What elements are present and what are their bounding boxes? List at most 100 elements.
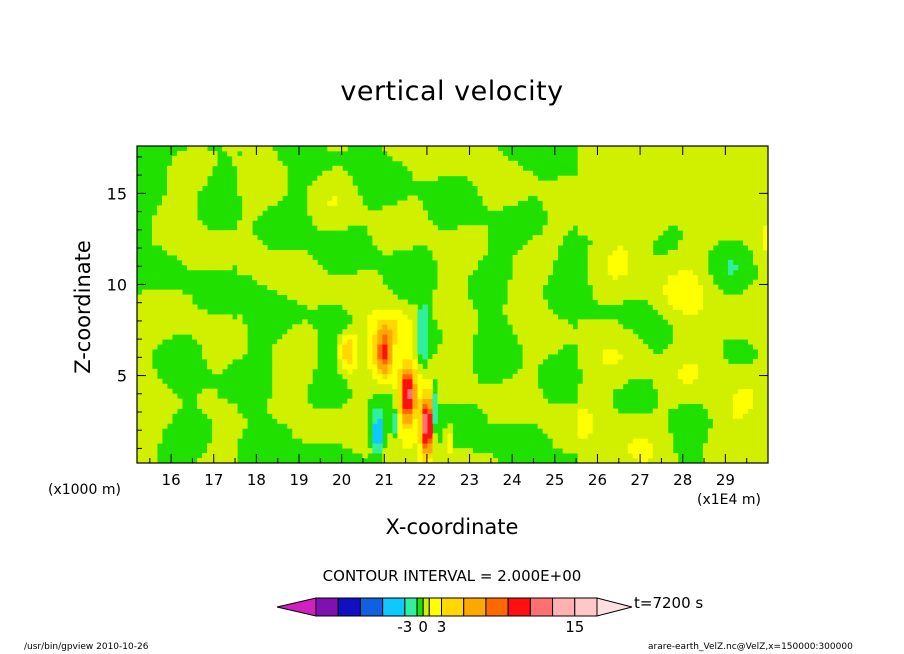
contour-cell bbox=[152, 393, 158, 400]
contour-cell bbox=[572, 433, 579, 439]
contour-cell bbox=[412, 453, 418, 459]
contour-cell bbox=[567, 339, 574, 345]
contour-cell bbox=[567, 175, 574, 182]
contour-cell bbox=[727, 175, 734, 182]
contour-cell bbox=[332, 418, 338, 424]
contour-cell bbox=[392, 458, 398, 463]
contour-cell bbox=[157, 413, 163, 419]
contour-cell bbox=[297, 413, 303, 419]
contour-cell bbox=[727, 299, 734, 305]
contour-cell bbox=[712, 235, 719, 241]
contour-cell bbox=[702, 160, 709, 167]
contour-cell bbox=[442, 443, 448, 449]
contour-cell bbox=[232, 403, 238, 409]
contour-cell bbox=[692, 195, 699, 201]
contour-cell bbox=[352, 448, 358, 454]
contour-cell bbox=[692, 175, 699, 182]
contour-cell bbox=[522, 408, 529, 414]
contour-cell bbox=[652, 383, 659, 390]
contour-cell bbox=[737, 155, 744, 162]
contour-cell bbox=[482, 190, 488, 196]
contour-cell bbox=[732, 210, 739, 216]
contour-cell bbox=[512, 180, 519, 187]
contour-cell bbox=[287, 378, 293, 385]
contour-cell bbox=[252, 240, 258, 246]
contour-cell bbox=[487, 200, 493, 206]
contour-cell bbox=[237, 220, 243, 226]
contour-cell bbox=[157, 423, 163, 429]
contour-cell bbox=[277, 339, 283, 345]
contour-cell bbox=[642, 220, 649, 226]
contour-cell bbox=[602, 190, 609, 196]
contour-cell bbox=[497, 205, 503, 211]
contour-cell bbox=[167, 185, 173, 191]
contour-cell bbox=[577, 354, 584, 360]
contour-cell bbox=[577, 225, 584, 231]
contour-cell bbox=[527, 175, 534, 182]
contour-cell bbox=[637, 433, 644, 439]
contour-cell bbox=[602, 195, 609, 201]
contour-cell bbox=[612, 210, 619, 216]
contour-cell bbox=[407, 334, 413, 340]
contour-cell bbox=[577, 363, 584, 370]
contour-cell bbox=[562, 210, 569, 216]
contour-cell bbox=[702, 220, 709, 226]
contour-cell bbox=[357, 408, 363, 414]
contour-cell bbox=[662, 205, 669, 211]
contour-cell bbox=[482, 185, 488, 191]
contour-cell bbox=[162, 304, 168, 310]
contour-cell bbox=[657, 170, 664, 177]
contour-cell bbox=[737, 319, 744, 325]
contour-cell bbox=[162, 334, 168, 340]
contour-cell bbox=[247, 250, 253, 256]
contour-cell bbox=[137, 423, 143, 429]
contour-cell bbox=[212, 344, 218, 350]
contour-cell bbox=[722, 230, 729, 236]
contour-cell bbox=[602, 408, 609, 414]
contour-cell bbox=[512, 299, 519, 305]
contour-cell bbox=[732, 319, 739, 325]
contour-cell bbox=[322, 279, 328, 286]
contour-cell bbox=[347, 428, 353, 434]
contour-cell bbox=[397, 373, 403, 380]
contour-cell bbox=[512, 383, 519, 390]
contour-cell bbox=[622, 289, 629, 295]
contour-cell bbox=[632, 428, 639, 434]
contour-cell bbox=[762, 383, 768, 390]
contour-cell bbox=[282, 264, 288, 271]
contour-cell bbox=[672, 279, 679, 286]
contour-cell bbox=[692, 319, 699, 325]
contour-cell bbox=[762, 210, 768, 216]
contour-cell bbox=[712, 398, 719, 404]
contour-cell bbox=[397, 428, 403, 434]
contour-cell bbox=[597, 398, 604, 404]
contour-cell bbox=[387, 220, 393, 226]
contour-cell bbox=[757, 393, 764, 400]
contour-cell bbox=[442, 453, 448, 459]
contour-cell bbox=[622, 279, 629, 286]
contour-cell bbox=[412, 358, 418, 365]
contour-cell bbox=[537, 250, 544, 256]
contour-cell bbox=[297, 259, 303, 266]
contour-cell bbox=[247, 175, 253, 182]
contour-cell bbox=[447, 368, 453, 375]
contour-cell bbox=[427, 458, 433, 463]
contour-cell bbox=[687, 388, 694, 395]
contour-cell bbox=[622, 240, 629, 246]
contour-cell bbox=[502, 309, 508, 315]
contour-cell bbox=[377, 230, 383, 236]
contour-cell bbox=[732, 398, 739, 404]
contour-cell bbox=[712, 368, 719, 375]
contour-cell bbox=[462, 170, 468, 177]
contour-cell bbox=[722, 324, 729, 330]
contour-cell bbox=[572, 210, 579, 216]
contour-cell bbox=[737, 314, 744, 320]
contour-cell bbox=[597, 225, 604, 231]
contour-cell bbox=[652, 160, 659, 167]
contour-cell bbox=[667, 180, 674, 187]
contour-cell bbox=[762, 423, 768, 429]
contour-cell bbox=[297, 279, 303, 286]
contour-cell bbox=[477, 235, 483, 241]
contour-cell bbox=[427, 165, 433, 172]
contour-cell bbox=[367, 314, 373, 320]
